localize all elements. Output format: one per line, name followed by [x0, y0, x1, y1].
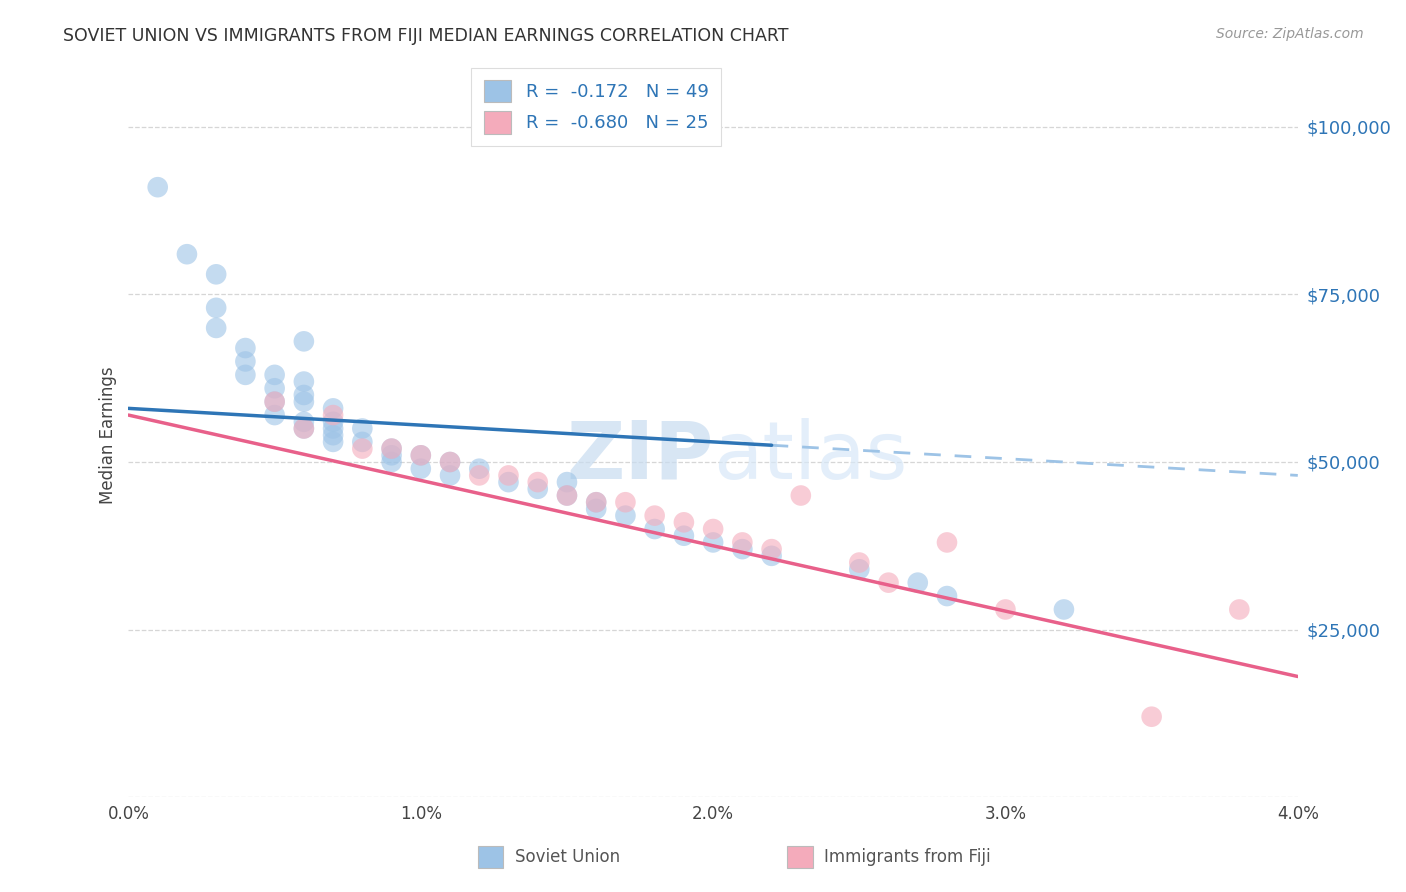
Point	[409, 448, 432, 462]
Text: Soviet Union: Soviet Union	[515, 847, 620, 866]
Point	[322, 408, 344, 422]
Point	[526, 482, 548, 496]
Text: ZIP: ZIP	[565, 418, 713, 496]
Text: Immigrants from Fiji: Immigrants from Fiji	[824, 847, 991, 866]
Text: atlas: atlas	[713, 418, 907, 496]
Point	[702, 535, 724, 549]
Point	[468, 468, 491, 483]
Point	[877, 575, 900, 590]
Point	[205, 301, 228, 315]
Point	[761, 549, 783, 563]
Point	[352, 434, 374, 449]
Point	[731, 535, 754, 549]
Text: SOVIET UNION VS IMMIGRANTS FROM FIJI MEDIAN EARNINGS CORRELATION CHART: SOVIET UNION VS IMMIGRANTS FROM FIJI MED…	[63, 27, 789, 45]
Point	[1140, 709, 1163, 723]
Point	[292, 415, 315, 429]
Point	[292, 388, 315, 402]
Point	[555, 475, 578, 489]
Point	[409, 448, 432, 462]
Point	[526, 475, 548, 489]
Point	[235, 368, 257, 382]
Point	[322, 421, 344, 435]
Point	[263, 394, 285, 409]
Point	[263, 368, 285, 382]
Point	[731, 542, 754, 557]
Point	[468, 461, 491, 475]
Point	[907, 575, 929, 590]
Point	[352, 442, 374, 456]
Point	[614, 495, 637, 509]
Point	[761, 542, 783, 557]
Point	[848, 556, 870, 570]
Point	[936, 535, 959, 549]
Point	[439, 455, 461, 469]
Point	[936, 589, 959, 603]
Point	[292, 421, 315, 435]
Point	[292, 334, 315, 349]
Point	[1227, 602, 1250, 616]
Point	[585, 495, 607, 509]
Point	[292, 421, 315, 435]
Point	[498, 475, 520, 489]
Point	[702, 522, 724, 536]
Point	[263, 394, 285, 409]
Point	[1053, 602, 1076, 616]
Point	[146, 180, 169, 194]
Point	[235, 354, 257, 368]
Point	[848, 562, 870, 576]
Point	[439, 468, 461, 483]
Point	[498, 468, 520, 483]
Point	[672, 516, 695, 530]
Point	[380, 442, 402, 456]
Point	[263, 381, 285, 395]
Point	[322, 434, 344, 449]
Point	[380, 455, 402, 469]
Point	[322, 415, 344, 429]
Point	[205, 321, 228, 335]
Point	[292, 394, 315, 409]
Point	[994, 602, 1017, 616]
Point	[790, 489, 813, 503]
Point	[322, 401, 344, 416]
Legend: R =  -0.172   N = 49, R =  -0.680   N = 25: R = -0.172 N = 49, R = -0.680 N = 25	[471, 68, 721, 146]
Point	[263, 408, 285, 422]
Point	[352, 421, 374, 435]
Point	[439, 455, 461, 469]
Point	[585, 502, 607, 516]
Point	[176, 247, 198, 261]
Point	[205, 268, 228, 282]
Point	[292, 375, 315, 389]
Point	[644, 508, 666, 523]
Point	[380, 442, 402, 456]
Point	[409, 461, 432, 475]
Point	[555, 489, 578, 503]
Point	[585, 495, 607, 509]
Point	[322, 428, 344, 442]
Text: Source: ZipAtlas.com: Source: ZipAtlas.com	[1216, 27, 1364, 41]
Y-axis label: Median Earnings: Median Earnings	[100, 367, 117, 504]
Point	[555, 489, 578, 503]
Point	[235, 341, 257, 355]
Point	[672, 529, 695, 543]
Point	[380, 448, 402, 462]
Point	[614, 508, 637, 523]
Point	[644, 522, 666, 536]
